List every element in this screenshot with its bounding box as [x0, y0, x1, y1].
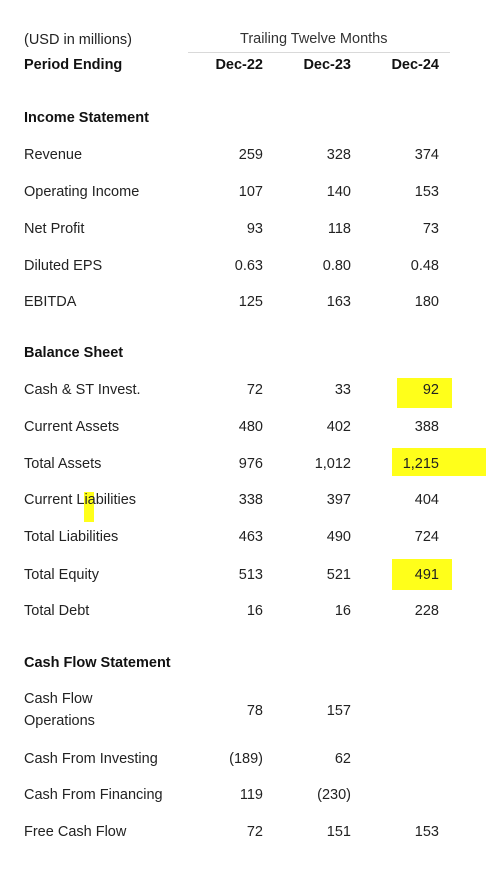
column-header-dec22: Dec-22: [215, 57, 263, 73]
highlight-liabilities-letter: [84, 492, 94, 522]
cell-value: 480: [238, 419, 263, 435]
row-label: Net Profit: [24, 221, 85, 237]
cell-value: 1,012: [314, 456, 351, 472]
cell-value: 92: [422, 382, 439, 398]
column-header-dec23: Dec-23: [303, 57, 351, 73]
cell-value: 107: [238, 184, 263, 200]
cell-value: 72: [246, 382, 263, 398]
cell-value: 328: [326, 147, 351, 163]
period-group-title: Trailing Twelve Months: [240, 31, 388, 47]
cell-value: 724: [414, 529, 439, 545]
row-label-line1: Cash Flow: [24, 691, 93, 707]
section-title-income: Income Statement: [24, 110, 149, 126]
cell-value: 153: [414, 184, 439, 200]
cell-value: 402: [326, 419, 351, 435]
row-label: Cash From Financing: [24, 787, 163, 803]
cell-value: (189): [229, 751, 263, 767]
cell-value: 163: [326, 294, 351, 310]
highlight-total-equity-dec24: [392, 559, 452, 590]
cell-value: 0.48: [410, 258, 439, 274]
highlight-total-assets-dec24: [392, 448, 486, 476]
row-label: Total Assets: [24, 456, 102, 472]
cell-value: 16: [246, 603, 263, 619]
cell-value: 404: [414, 492, 439, 508]
cell-value: 72: [246, 824, 263, 840]
cell-value: 157: [326, 703, 351, 719]
row-label: Free Cash Flow: [24, 824, 127, 840]
cell-value: 397: [326, 492, 351, 508]
cell-value: 0.80: [322, 258, 351, 274]
cell-value: 153: [414, 824, 439, 840]
cell-value: 151: [326, 824, 351, 840]
cell-value: 513: [238, 567, 263, 583]
cell-value: 490: [326, 529, 351, 545]
cell-value: 491: [414, 567, 439, 583]
cell-value: 180: [414, 294, 439, 310]
row-label: EBITDA: [24, 294, 77, 310]
header-divider: [188, 52, 450, 53]
highlight-cash-dec24: [397, 378, 452, 408]
cell-value: 78: [246, 703, 263, 719]
cell-value: 118: [327, 221, 351, 237]
section-title-cashflow: Cash Flow Statement: [24, 655, 171, 671]
row-label-line2: Operations: [24, 713, 95, 729]
cell-value: 16: [334, 603, 351, 619]
cell-value: 228: [414, 603, 439, 619]
row-label: Total Debt: [24, 603, 90, 619]
row-label: Operating Income: [24, 184, 140, 200]
cell-value: 259: [238, 147, 263, 163]
row-label: Total Liabilities: [24, 529, 119, 545]
row-label: Cash & ST Invest.: [24, 382, 141, 398]
cell-value: 73: [422, 221, 439, 237]
cell-value: 463: [238, 529, 263, 545]
row-label: Current Assets: [24, 419, 120, 435]
units-note: (USD in millions): [24, 32, 132, 48]
cell-value: 1,215: [402, 456, 439, 472]
cell-value: 93: [246, 221, 263, 237]
cell-value: 521: [326, 567, 351, 583]
row-label: Total Equity: [24, 567, 99, 583]
period-ending-label: Period Ending: [24, 57, 123, 73]
cell-value: (230): [317, 787, 351, 803]
row-label: Diluted EPS: [24, 258, 103, 274]
cell-value: 125: [238, 294, 263, 310]
cell-value: 976: [238, 456, 263, 472]
section-title-balance: Balance Sheet: [24, 345, 124, 361]
cell-value: 0.63: [234, 258, 263, 274]
row-label: Cash From Investing: [24, 751, 158, 767]
cell-value: 338: [238, 492, 263, 508]
cell-value: 388: [414, 419, 439, 435]
row-label: Revenue: [24, 147, 83, 163]
cell-value: 140: [326, 184, 351, 200]
row-label: Current Liabilities: [24, 492, 137, 508]
column-header-dec24: Dec-24: [391, 57, 439, 73]
cell-value: 62: [334, 751, 351, 767]
cell-value: 33: [334, 382, 351, 398]
cell-value: 119: [239, 787, 263, 803]
cell-value: 374: [414, 147, 439, 163]
